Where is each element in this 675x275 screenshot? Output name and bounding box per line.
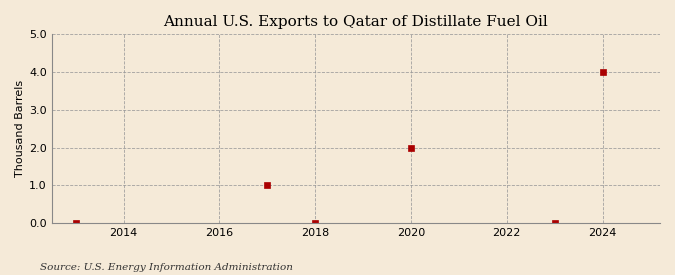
Text: Source: U.S. Energy Information Administration: Source: U.S. Energy Information Administ… — [40, 263, 294, 272]
Title: Annual U.S. Exports to Qatar of Distillate Fuel Oil: Annual U.S. Exports to Qatar of Distilla… — [163, 15, 548, 29]
Y-axis label: Thousand Barrels: Thousand Barrels — [15, 80, 25, 177]
